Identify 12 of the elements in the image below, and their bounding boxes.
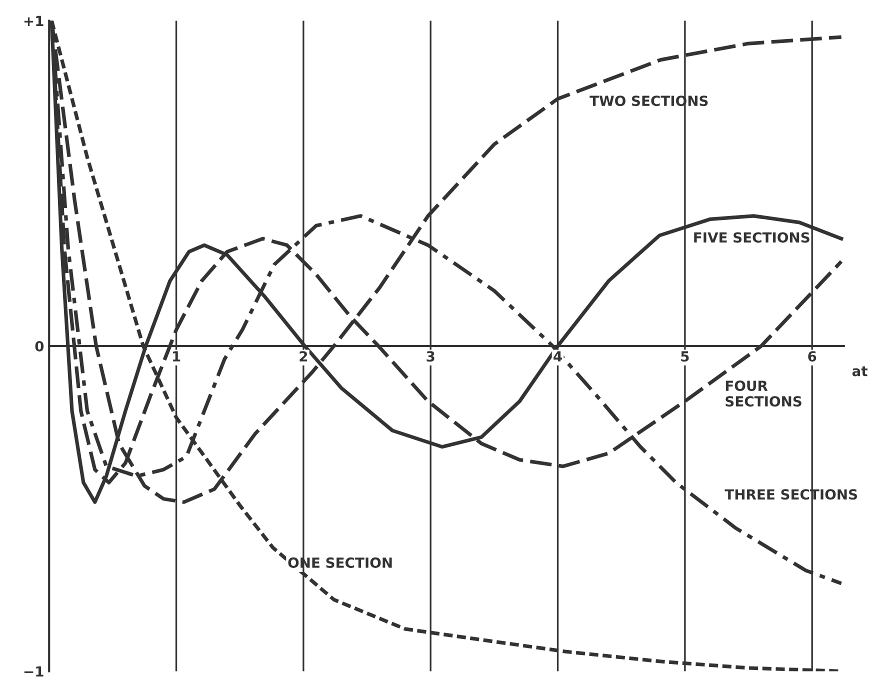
y-tick-label: +1: [24, 16, 44, 26]
x-tick-label: 3: [426, 351, 434, 362]
x-tick-label: 1: [173, 351, 180, 362]
series-label: FOUR SECTIONS: [726, 380, 802, 407]
x-tick-label: 2: [300, 351, 308, 362]
series-label: FIVE SECTIONS: [694, 232, 810, 243]
x-tick-label: 5: [681, 351, 689, 362]
y-tick-label: 0: [35, 340, 44, 352]
x-tick-label: 4: [554, 351, 562, 362]
y-tick-label: −1: [24, 666, 44, 677]
x-axis-title: at: [852, 366, 868, 376]
x-tick-label: 6: [808, 351, 816, 362]
